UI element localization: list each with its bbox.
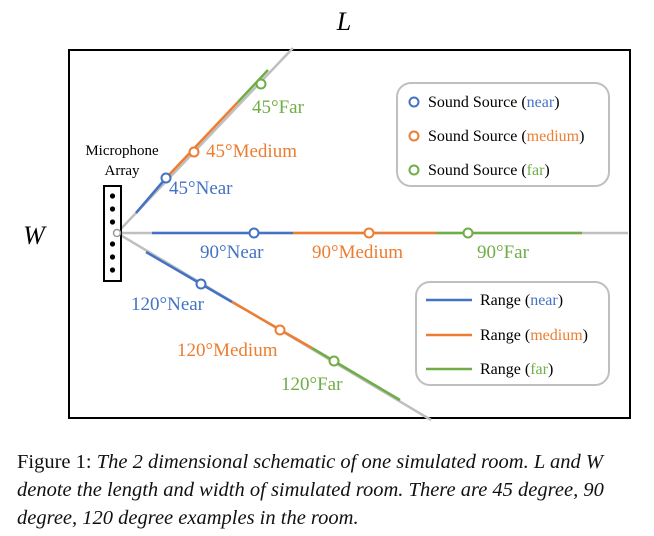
caption-text: The 2 dimensional schematic of one simul… — [17, 451, 604, 529]
source-90-near — [248, 227, 260, 239]
legend-word-medium: medium — [530, 327, 583, 344]
legend-marker-far — [408, 164, 420, 176]
legend-range-medium: Range (medium) — [480, 327, 588, 344]
range-45-medium — [165, 101, 239, 179]
label-45-medium: 45°Medium — [206, 141, 297, 162]
microphone-elements — [109, 193, 116, 273]
legend-prefix: Range ( — [480, 361, 530, 378]
label-90-medium: 90°Medium — [312, 242, 403, 263]
label-90-near: 90°Near — [200, 242, 264, 263]
mic-element — [109, 241, 116, 247]
mic-element — [109, 219, 116, 225]
label-120-far: 120°Far — [281, 374, 343, 395]
source-120-near — [195, 278, 207, 290]
legend-range-far: Range (far) — [480, 361, 553, 378]
mic-element — [109, 254, 116, 260]
source-45-far — [255, 78, 267, 90]
range-45-far — [237, 69, 269, 103]
label-90-far: 90°Far — [477, 242, 530, 263]
mic-element — [109, 193, 116, 199]
ray-45 — [135, 69, 269, 214]
legend-box — [415, 281, 610, 386]
legend-suffix: ) — [548, 361, 553, 378]
length-label: L — [336, 7, 351, 36]
legend-word-far: far — [530, 361, 548, 378]
source-90-medium — [363, 227, 375, 239]
source-120-far — [328, 355, 340, 367]
label-45-far: 45°Far — [252, 97, 305, 118]
legend-marker-near — [408, 96, 420, 108]
legend-marker-medium — [408, 130, 420, 142]
legend-suffix: ) — [558, 292, 563, 309]
legend-source-near: Sound Source (near) — [428, 94, 560, 111]
source-90-far — [462, 227, 474, 239]
source-labels: 45°Far 45°Medium 45°Near 90°Near 90°Medi… — [131, 97, 530, 395]
legend-sound-sources: Sound Source (near) Sound Source (medium… — [396, 82, 610, 187]
legend-prefix: Sound Source ( — [428, 128, 527, 145]
label-45-near: 45°Near — [169, 178, 233, 199]
array-center — [112, 228, 122, 238]
source-45-near — [160, 172, 172, 184]
legend-word-near: near — [530, 292, 558, 309]
legend-source-far: Sound Source (far) — [428, 162, 550, 179]
legend-suffix: ) — [544, 162, 549, 179]
mic-label-line2: Array — [105, 163, 140, 179]
legend-box — [396, 82, 610, 187]
range-45-near — [135, 177, 167, 214]
legend-suffix: ) — [583, 327, 588, 344]
legend-word-far: far — [527, 162, 545, 179]
legend-prefix: Sound Source ( — [428, 94, 527, 111]
legend-source-medium: Sound Source (medium) — [428, 128, 584, 145]
mic-element — [109, 206, 116, 212]
label-120-medium: 120°Medium — [177, 340, 278, 361]
source-120-medium — [274, 324, 286, 336]
mic-label-line1: Microphone — [85, 143, 159, 159]
source-markers — [160, 78, 474, 367]
legend-prefix: Range ( — [480, 327, 530, 344]
legend-prefix: Sound Source ( — [428, 162, 527, 179]
legend-word-near: near — [527, 94, 555, 111]
ray-120 — [145, 250, 401, 402]
room-boundary — [68, 49, 631, 419]
legend-range-near: Range (near) — [480, 292, 563, 309]
source-45-medium — [188, 146, 200, 158]
mic-element — [109, 267, 116, 273]
legend-word-medium: medium — [527, 128, 580, 145]
range-120-medium — [231, 300, 313, 350]
figure-caption: Figure 1: The 2 dimensional schematic of… — [17, 448, 647, 532]
legend-suffix: ) — [579, 128, 584, 145]
width-label: W — [23, 221, 47, 250]
caption-figure-label: Figure 1: — [17, 451, 92, 473]
room-schematic: L W Microphone Array — [23, 7, 631, 422]
legend-suffix: ) — [554, 94, 559, 111]
legend-ranges: Range (near) Range (medium) Range (far) — [415, 281, 610, 386]
range-120-near — [145, 250, 233, 304]
label-120-near: 120°Near — [131, 294, 205, 315]
legend-prefix: Range ( — [480, 292, 530, 309]
range-120-far — [311, 346, 401, 402]
